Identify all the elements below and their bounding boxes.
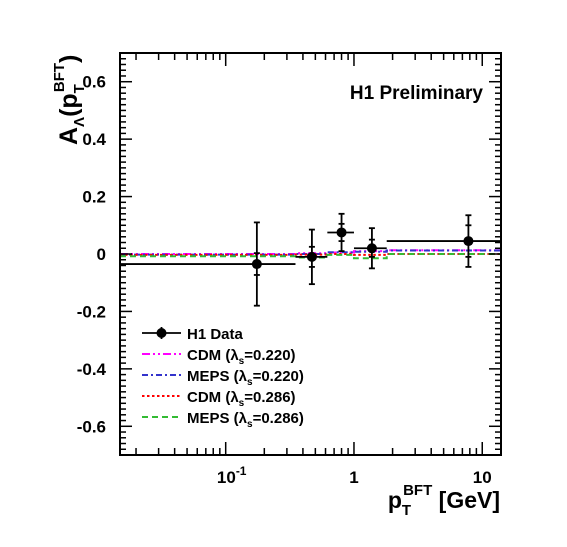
y-axis-title-sub: Λ [71,117,88,127]
data-point-0 [120,221,296,307]
data-point-3 [353,227,387,270]
x-tick-label: 10 [473,468,492,487]
data-point-4 [386,214,501,268]
legend-entry-1: MEPS (λs=0.220) [142,368,304,388]
x-axis-ticks [135,53,484,455]
y-axis-title-close: ) [55,55,83,63]
y-axis-title-inner-sup: BFT [51,63,68,92]
x-axis-title-sup: BFT [403,482,432,499]
legend-entry-0: CDM (λs=0.220) [142,347,296,367]
legend-entry-2: CDM (λs=0.286) [142,389,296,409]
legend-label: H1 Data [187,326,244,343]
x-tick-label: 10-1 [217,464,247,487]
y-axis-title-main: A [55,127,83,145]
legend-label: CDM (λs=0.286) [187,389,296,409]
legend-entry-data: H1 Data [142,326,244,343]
x-axis-title: pT BFT [GeV] [388,482,500,519]
y-tick-label: -0.6 [77,417,106,436]
y-tick-label: 0.2 [82,188,106,207]
y-axis-tick-labels: 0.6 0.4 0.2 0 -0.2 -0.4 -0.6 [77,73,107,437]
data-point-2 [327,212,354,253]
y-axis-ticks [120,52,501,456]
data-point-1 [295,228,328,286]
legend-entry-3: MEPS (λs=0.286) [142,410,304,430]
y-axis-title-open: (p [55,93,83,117]
legend-label: MEPS (λs=0.286) [187,410,304,430]
data-marker [366,243,377,254]
x-axis-tick-labels: 10-1 1 10 [217,464,492,487]
legend-label: MEPS (λs=0.220) [187,368,304,388]
legend-swatch-marker [156,328,167,338]
legend-label: CDM (λs=0.220) [187,347,296,367]
legend: H1 Data CDM (λs=0.220)MEPS (λs=0.220)CDM … [142,326,304,430]
data-marker [463,236,474,247]
data-marker [336,227,347,238]
x-tick-label: 1 [349,468,358,487]
x-axis-title-main: p [388,487,402,513]
chart-annotation: H1 Preliminary [350,83,483,104]
y-tick-label: 0.6 [82,73,106,92]
y-tick-label: 0.4 [82,130,106,149]
x-axis-title-unit: [GeV] [432,487,500,513]
x-axis-title-sub: T [402,502,411,519]
y-tick-label: -0.2 [77,302,106,321]
y-axis-title: AΛ(pTBFT) [51,55,88,145]
y-tick-label: -0.4 [77,360,107,379]
y-axis-title-inner-sub: T [71,84,88,93]
series-line-1 [120,249,501,256]
data-points [120,212,501,307]
y-tick-label: 0 [97,245,106,264]
data-marker [251,259,262,270]
data-marker [306,251,317,262]
